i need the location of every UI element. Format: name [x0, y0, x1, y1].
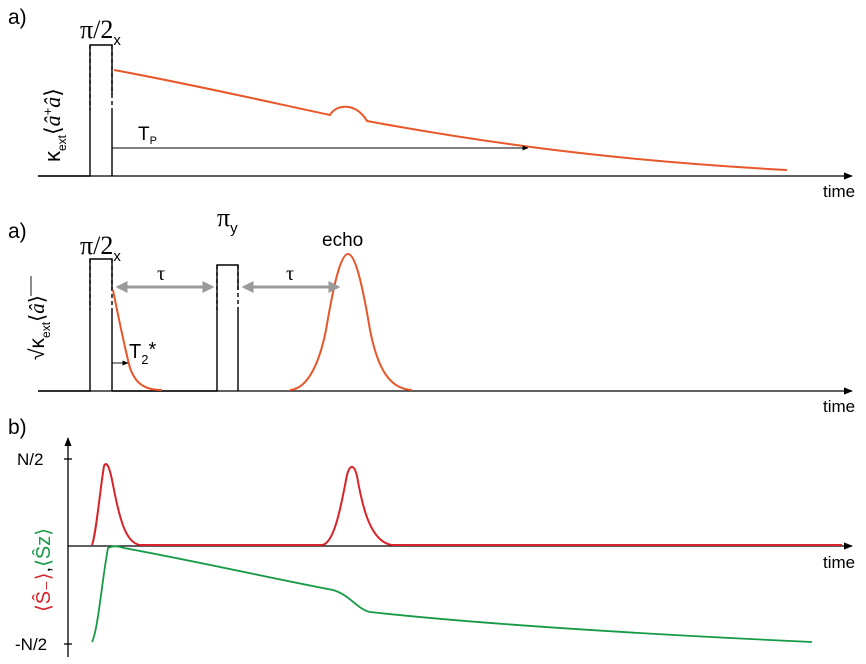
operator-a2: â — [40, 97, 65, 108]
s-z-curve — [91, 545, 813, 643]
operator-a: â — [25, 303, 49, 314]
bracket-right: ⟩ — [25, 295, 49, 303]
kappa: κ — [40, 150, 65, 162]
dagger: + — [40, 108, 55, 116]
panel-top: a) π/2x κext⟨â+â⟩ time TP — [8, 6, 855, 201]
panel-letter: a) — [8, 6, 27, 29]
time-label: time — [823, 553, 855, 572]
tp-label: TP — [138, 124, 157, 147]
ytick-top: N/2 — [17, 450, 43, 469]
echo-curve — [289, 252, 413, 391]
pulse1-sub: x — [113, 248, 121, 265]
time-label: time — [823, 397, 855, 416]
tp-main: T — [138, 124, 150, 145]
y-axis-label: ⟨Ŝ₋⟩,⟨Ŝz⟩ — [32, 528, 55, 612]
y-axis-label: √κext⟨â⟩ — [25, 295, 53, 360]
t2-sub: 2 — [141, 352, 148, 367]
pulse-label-1: π/2x — [80, 231, 121, 265]
s-minus-label: ⟨Ŝ₋⟩ — [32, 572, 55, 612]
tp-sub: P — [150, 135, 157, 147]
pulse-label: π/2x — [80, 15, 121, 49]
panel-middle: a) π/2x πy echo √κext⟨â⟩ time τ τ T2* — [8, 203, 855, 416]
y-axis-label: κext⟨â+â⟩ — [40, 88, 69, 162]
panel-bottom: b) N/2 -N/2 ⟨Ŝ₋⟩,⟨Ŝz⟩ time — [8, 416, 855, 657]
kappa-sub: ext — [55, 134, 69, 151]
tau-label-2: τ — [286, 263, 294, 285]
pulse-label-2: πy — [217, 203, 238, 237]
kappa-sub: ext — [39, 321, 53, 338]
echo-label: echo — [322, 230, 363, 251]
sqrt: √ — [26, 348, 49, 360]
ytick-bottom: -N/2 — [15, 635, 47, 654]
t2-label: T2* — [129, 339, 156, 367]
pulse-sub: x — [113, 32, 121, 49]
kappa: κ — [26, 337, 49, 348]
bracket-left: ⟨ — [25, 314, 49, 322]
panel-letter: a) — [8, 220, 27, 243]
photon-decay-curve — [113, 69, 788, 171]
fid-curve — [112, 289, 163, 391]
pulse-pi — [112, 264, 239, 392]
s-minus-curve — [91, 463, 842, 546]
label-comma: , — [33, 567, 55, 573]
operator-a: â — [40, 115, 65, 126]
panel-letter: b) — [8, 416, 27, 439]
pulse2-main: π — [217, 203, 230, 232]
bracket-right: ⟩ — [40, 88, 65, 97]
pulse2-sub: y — [230, 220, 238, 237]
bracket-left: ⟨ — [40, 126, 65, 135]
t2-sup: * — [148, 339, 156, 361]
t2-main: T — [129, 341, 141, 363]
time-label: time — [823, 182, 855, 201]
pulse1-main: π/2 — [80, 231, 113, 260]
tau-label-1: τ — [157, 263, 165, 285]
s-z-label: ⟨Ŝz⟩ — [32, 528, 55, 567]
pulse-main: π/2 — [80, 15, 113, 44]
